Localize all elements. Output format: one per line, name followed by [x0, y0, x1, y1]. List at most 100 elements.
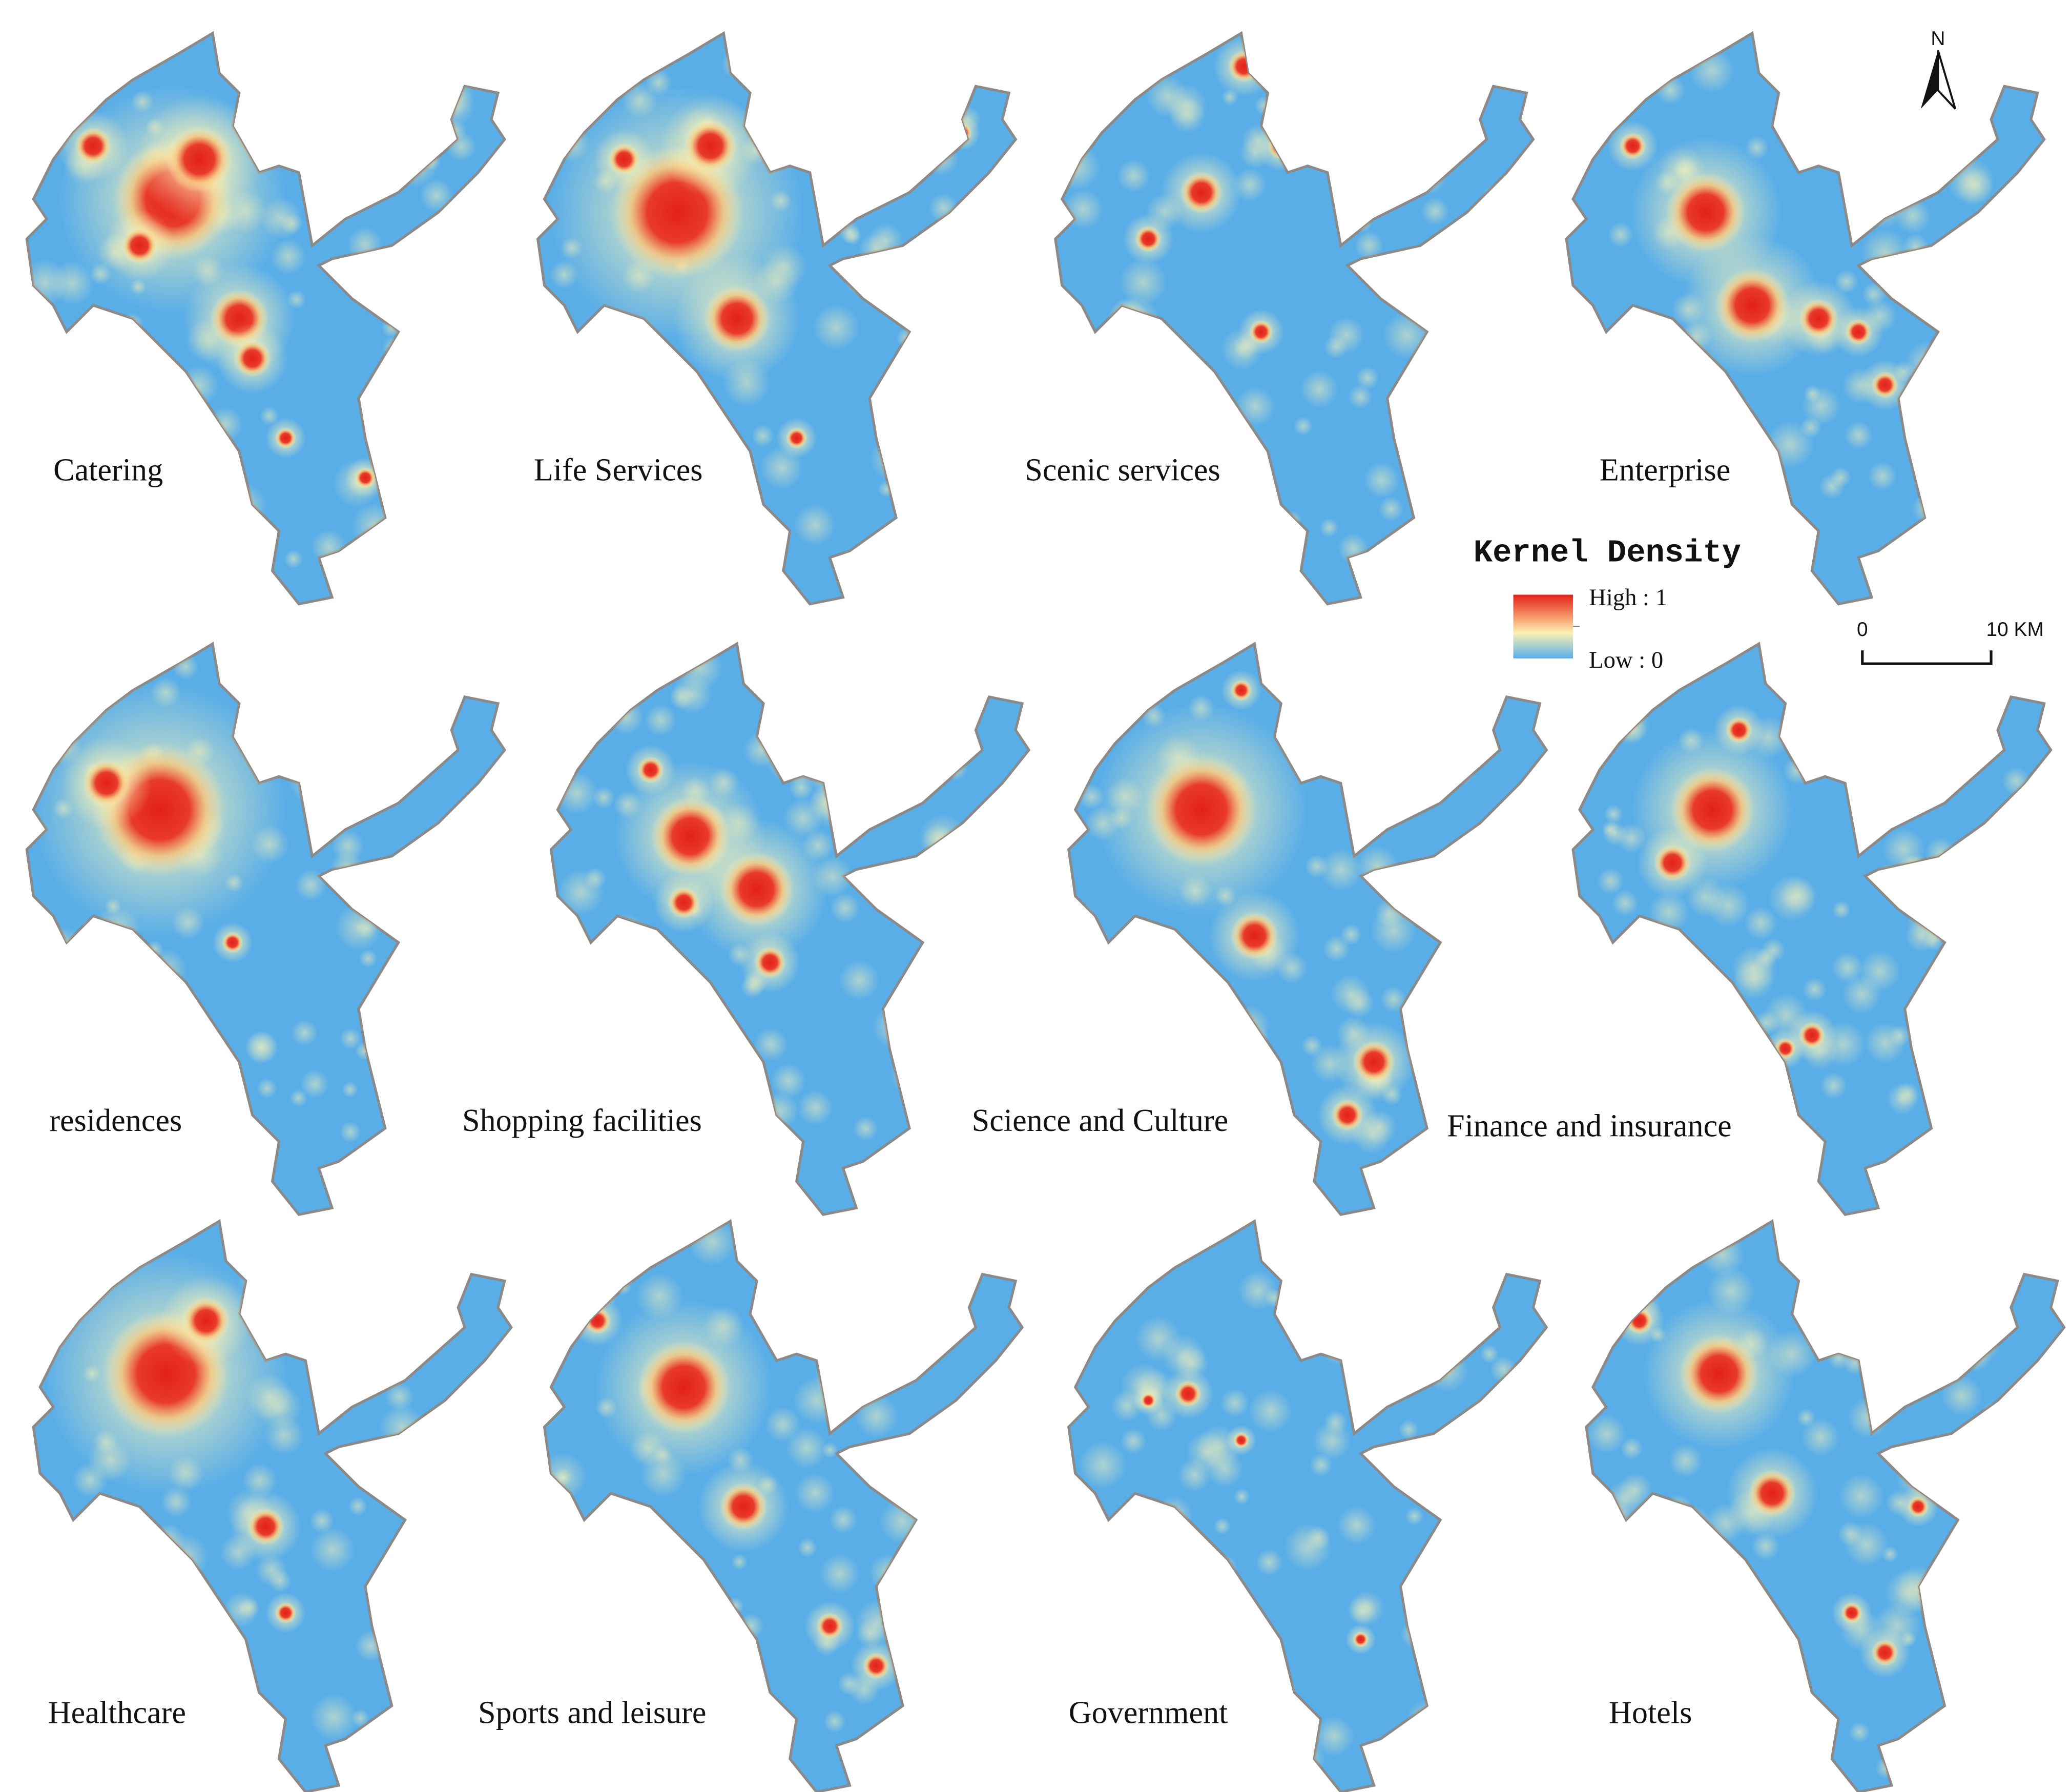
density-speckle [1501, 1699, 1525, 1723]
density-speckle [289, 1089, 307, 1107]
density-speckle [913, 1444, 931, 1463]
density-speckle [844, 1750, 862, 1768]
density-speckle [288, 1249, 328, 1289]
density-speckle [400, 963, 445, 1010]
density-speckle [1177, 1458, 1211, 1492]
density-speckle [1988, 273, 2017, 302]
density-speckle [181, 563, 198, 580]
density-speckle [813, 304, 860, 351]
density-speckle [636, 1070, 658, 1093]
density-speckle [1380, 986, 1406, 1013]
density-speckle [1837, 1521, 1863, 1547]
map-panel [25, 31, 507, 606]
density-speckle [591, 1518, 617, 1544]
density-speckle [910, 1286, 930, 1307]
density-hotspot [1230, 679, 1252, 701]
density-speckle [1968, 226, 2010, 269]
density-hotspot [1146, 754, 1257, 866]
density-speckle [1580, 419, 1618, 457]
density-speckle [1477, 1722, 1523, 1768]
density-speckle [1911, 253, 1933, 275]
density-speckle [1300, 370, 1338, 408]
density-speckle [421, 225, 463, 267]
panel-label: Hotels [1609, 1695, 1692, 1730]
density-speckle [379, 1405, 425, 1450]
density-hotspot [1871, 372, 1898, 399]
density-speckle [1321, 697, 1340, 717]
density-speckle [420, 179, 453, 212]
density-speckle [1597, 868, 1624, 895]
density-speckle [583, 395, 609, 422]
density-speckle [888, 1586, 915, 1613]
density-speckle [69, 1656, 112, 1699]
density-speckle [425, 1699, 466, 1740]
density-hotspot [608, 143, 640, 175]
density-speckle [1847, 1226, 1893, 1272]
density-speckle [179, 398, 199, 418]
density-speckle [1448, 868, 1473, 892]
density-speckle [743, 732, 779, 768]
density-speckle [1102, 1749, 1148, 1792]
density-hotspot [1353, 1040, 1395, 1083]
density-speckle [1177, 1041, 1207, 1070]
density-speckle [444, 541, 476, 572]
density-speckle [1733, 958, 1775, 1000]
density-speckle [1434, 738, 1474, 778]
density-speckle [539, 490, 582, 533]
density-speckle [893, 706, 929, 743]
density-speckle [1158, 1727, 1182, 1751]
density-speckle [1313, 1422, 1351, 1460]
density-speckle [1220, 1388, 1250, 1418]
density-speckle [1113, 1537, 1146, 1570]
density-speckle [1156, 1496, 1193, 1533]
density-speckle [383, 1119, 404, 1141]
density-speckle [1849, 1721, 1870, 1743]
density-speckle [380, 697, 410, 728]
density-speckle [862, 1334, 906, 1377]
density-hotspot [1233, 1432, 1250, 1449]
density-speckle [1245, 1653, 1266, 1674]
density-speckle [1775, 93, 1814, 131]
density-speckle [1982, 892, 2031, 940]
density-hotspot [719, 1482, 768, 1531]
density-speckle [1848, 1397, 1889, 1438]
density-speckle [346, 542, 365, 561]
density-speckle [762, 1092, 799, 1129]
density-speckle [1960, 1341, 1992, 1372]
density-speckle [113, 551, 141, 579]
density-speckle [1839, 1473, 1884, 1519]
density-speckle [1211, 1554, 1237, 1581]
density-speckle [1079, 1441, 1127, 1489]
density-speckle [1594, 1028, 1631, 1066]
density-speckle [1780, 877, 1817, 914]
density-speckle [374, 60, 417, 104]
density-speckle [1120, 1428, 1147, 1454]
density-speckle [1602, 820, 1619, 838]
density-speckle [915, 460, 950, 496]
density-speckle [1863, 1363, 1904, 1404]
density-speckle [727, 1633, 753, 1660]
density-speckle [555, 772, 598, 814]
density-speckle [1337, 1506, 1376, 1545]
density-speckle [1468, 1396, 1508, 1436]
density-speckle [281, 213, 303, 235]
density-speckle [731, 1554, 748, 1570]
density-hotspot [1619, 133, 1646, 159]
panel-label: Shopping facilities [462, 1103, 702, 1138]
density-speckle [424, 1019, 458, 1052]
density-speckle [829, 1506, 858, 1534]
density-speckle [649, 1760, 666, 1776]
density-speckle [870, 438, 913, 481]
density-speckle [300, 1069, 329, 1098]
density-speckle [942, 984, 987, 1029]
density-speckle [1206, 1450, 1243, 1488]
density-speckle [1152, 1557, 1170, 1574]
scale-start: 0 [1857, 619, 1868, 641]
density-hotspot [1174, 1380, 1202, 1407]
density-speckle [776, 1271, 797, 1292]
density-speckle [706, 1027, 749, 1069]
density-hotspot [1774, 1038, 1796, 1060]
density-speckle [336, 1299, 381, 1344]
density-speckle [1384, 86, 1414, 116]
density-speckle [1122, 496, 1165, 538]
